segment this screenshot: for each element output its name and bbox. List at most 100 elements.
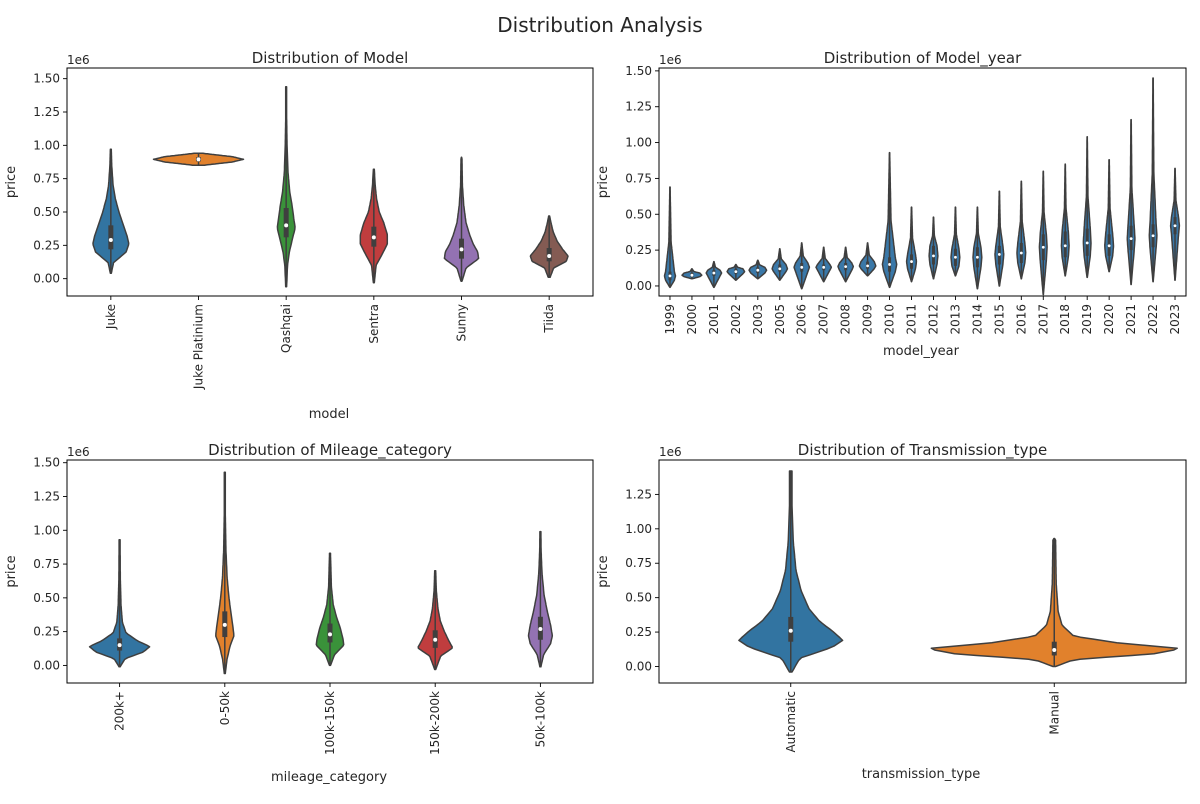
y-tick-label: 1.00	[625, 522, 652, 536]
y-tick-label: 1.25	[33, 105, 60, 119]
violin-iqr-box	[1063, 231, 1067, 258]
violin-median-marker	[1129, 237, 1133, 241]
y-tick-label: 0.50	[625, 591, 652, 605]
x-axis-label: model	[309, 407, 349, 422]
y-tick-label: 0.00	[33, 272, 60, 286]
violin-median-marker	[1063, 244, 1067, 248]
x-tick-label: Tiida	[542, 304, 556, 334]
x-tick-label: 2001	[707, 304, 721, 335]
violin-median-marker	[668, 274, 672, 278]
y-tick-label: 1.50	[33, 456, 60, 470]
violin-median-marker	[954, 255, 957, 259]
x-tick-label: 2015	[992, 304, 1006, 335]
violin-median-marker	[1107, 244, 1111, 248]
y-tick-label: 0.25	[33, 625, 60, 639]
x-tick-label: Manual	[1047, 691, 1061, 735]
x-axis-label: model_year	[883, 344, 960, 359]
violin-median-marker	[975, 255, 979, 259]
x-tick-label: 2010	[883, 304, 897, 335]
violin-median-marker	[1085, 241, 1089, 245]
violin-median-marker	[910, 260, 913, 263]
panel-4: 0.00 0.25 0.50 0.75 1.00 1.25 1e6 Automatic Manu…	[596, 441, 1187, 753]
x-tick-label: 2006	[795, 304, 809, 335]
x-tick-label: 2003	[751, 304, 765, 335]
y-tick-label: 0.50	[33, 591, 60, 605]
violin-median-marker	[433, 637, 438, 642]
violin-median-marker	[844, 265, 848, 269]
x-tick-label: 2011	[905, 304, 919, 335]
violin-median-marker	[117, 643, 122, 648]
x-tick-label: 0-50k	[218, 691, 232, 725]
panel-title: Distribution of Mileage_category	[208, 441, 452, 460]
panel-title: Distribution of Transmission_type	[798, 441, 1047, 460]
violin-median-marker	[888, 263, 891, 266]
x-tick-label: Automatic	[784, 691, 798, 753]
panel-title: Distribution of Model	[252, 49, 409, 67]
x-tick-label: 2023	[1168, 304, 1182, 335]
x-tick-label: Juke Platinium	[192, 304, 206, 390]
violin-median-marker	[932, 254, 935, 258]
x-tick-label: 2019	[1080, 304, 1094, 335]
y-tick-label: 0.50	[625, 207, 652, 221]
x-tick-label: Qashqai	[279, 304, 293, 353]
x-tick-label: Sentra	[367, 304, 381, 344]
violin-median-marker	[756, 268, 760, 272]
violin-median-marker	[547, 254, 552, 258]
violin-median-marker	[1173, 224, 1177, 228]
violin-median-marker	[1019, 251, 1023, 255]
violin-median-marker	[800, 265, 804, 269]
axes-frame	[658, 67, 1187, 297]
y-offset-text: 1e6	[659, 445, 682, 459]
y-tick-label: 1.25	[33, 489, 60, 503]
y-axis-label: price	[596, 555, 611, 587]
panel-1: 0.00 0.25 0.50 0.75 1.00 1.25 1.50 1e6 Juke Juke …	[4, 49, 594, 390]
x-tick-label: 50k-100k	[533, 691, 547, 747]
y-offset-text: 1e6	[659, 53, 682, 67]
violin-iqr-box	[283, 208, 289, 238]
violin-median-marker	[284, 223, 289, 228]
y-tick-label: 0.00	[625, 279, 652, 293]
x-tick-label: 2013	[948, 304, 962, 335]
violin-median-marker	[788, 628, 793, 633]
violin-median-marker	[734, 270, 738, 274]
x-axis-label: mileage_category	[271, 770, 387, 785]
violin-median-marker	[459, 247, 464, 252]
y-tick-label: 0.00	[625, 659, 652, 673]
y-axis-label: price	[4, 166, 19, 198]
x-tick-label: 2008	[839, 304, 853, 335]
violin-median-marker	[822, 265, 826, 269]
x-tick-label: 2007	[817, 304, 831, 335]
y-offset-text: 1e6	[67, 53, 90, 67]
panel-title: Distribution of Model_year	[824, 49, 1022, 68]
violin-median-marker	[1151, 234, 1155, 238]
y-offset-text: 1e6	[67, 445, 90, 459]
panel-2: 0.00 0.25 0.50 0.75 1.00 1.25 1.50 1e6 1999 2000 2…	[596, 49, 1187, 335]
y-tick-label: 1.00	[33, 523, 60, 537]
axes-frame	[66, 67, 594, 297]
y-axis-label: price	[596, 166, 611, 198]
x-tick-label: 1999	[663, 304, 677, 335]
x-tick-label: 2009	[861, 304, 875, 335]
x-tick-label: 2002	[729, 304, 743, 335]
violin-median-marker	[712, 271, 716, 275]
x-tick-label: 200k+	[113, 691, 127, 731]
violin-median-marker	[1041, 245, 1045, 249]
violin-median-marker	[690, 273, 694, 277]
y-tick-label: 0.75	[625, 171, 652, 185]
y-axis-label: price	[4, 555, 19, 587]
y-tick-label: 1.00	[33, 138, 60, 152]
x-tick-label: 2017	[1036, 304, 1050, 335]
y-tick-label: 0.75	[625, 556, 652, 570]
violin-median-marker	[108, 238, 113, 242]
y-tick-label: 1.50	[33, 72, 60, 86]
y-tick-label: 1.25	[625, 100, 652, 114]
x-axis-label: transmission_type	[862, 767, 981, 782]
y-tick-label: 0.25	[625, 243, 652, 257]
y-tick-label: 0.75	[33, 557, 60, 571]
panel-3: 0.00 0.25 0.50 0.75 1.00 1.25 1.50 1e6 200k+ 0-50…	[4, 441, 594, 755]
x-tick-label: Sunny	[455, 304, 469, 342]
axes-frame	[658, 459, 1187, 684]
x-tick-label: 2012	[926, 304, 940, 335]
